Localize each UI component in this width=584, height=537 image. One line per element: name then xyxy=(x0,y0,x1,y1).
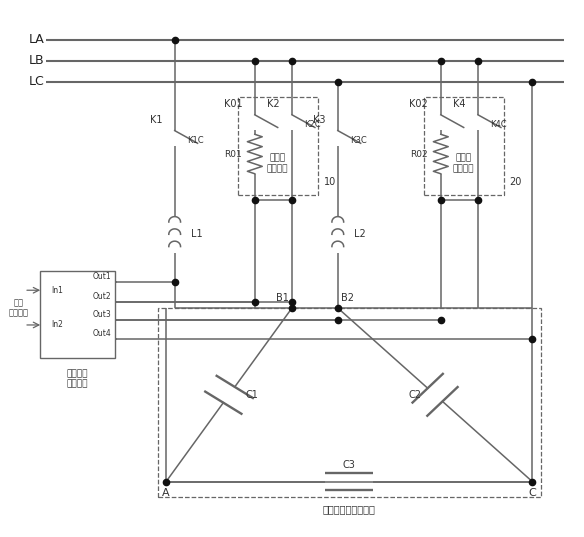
Text: K2C: K2C xyxy=(305,120,321,129)
Text: 20: 20 xyxy=(509,177,522,187)
Text: R01: R01 xyxy=(224,149,242,158)
Text: LB: LB xyxy=(29,54,44,67)
Text: In1: In1 xyxy=(51,286,64,295)
Text: K01: K01 xyxy=(224,99,242,110)
Text: K2: K2 xyxy=(267,99,279,110)
Text: 外部
主控电路: 外部 主控电路 xyxy=(8,298,29,317)
Text: L1: L1 xyxy=(191,229,202,240)
Text: L2: L2 xyxy=(354,229,366,240)
Text: Out2: Out2 xyxy=(93,292,112,301)
Text: B1: B1 xyxy=(276,294,289,303)
Text: K4: K4 xyxy=(453,99,465,110)
Text: B2: B2 xyxy=(340,294,354,303)
Text: LA: LA xyxy=(29,33,44,46)
Text: 可控开关
驱动电路: 可控开关 驱动电路 xyxy=(67,369,88,389)
Text: R02: R02 xyxy=(411,149,428,158)
Text: C3: C3 xyxy=(343,460,356,470)
Text: 10: 10 xyxy=(324,177,336,187)
Text: K1: K1 xyxy=(150,115,162,125)
Text: K02: K02 xyxy=(409,99,428,110)
Text: K3C: K3C xyxy=(350,136,367,145)
Text: LC: LC xyxy=(29,75,44,88)
Text: 电容预
充电电路: 电容预 充电电路 xyxy=(267,154,288,173)
Text: Out1: Out1 xyxy=(93,272,112,281)
Text: Out4: Out4 xyxy=(93,329,112,338)
Text: C: C xyxy=(529,488,536,498)
Text: Out3: Out3 xyxy=(93,310,112,319)
Text: K3: K3 xyxy=(312,115,325,125)
Text: C2: C2 xyxy=(409,390,422,400)
Text: C1: C1 xyxy=(245,390,258,400)
Text: A: A xyxy=(162,488,170,498)
Text: 改进型角接电容器组: 改进型角接电容器组 xyxy=(323,504,376,514)
Text: 电容预
充电电路: 电容预 充电电路 xyxy=(453,154,474,173)
Text: K4C: K4C xyxy=(491,120,507,129)
Text: In2: In2 xyxy=(51,321,64,330)
Text: K1C: K1C xyxy=(187,136,204,145)
